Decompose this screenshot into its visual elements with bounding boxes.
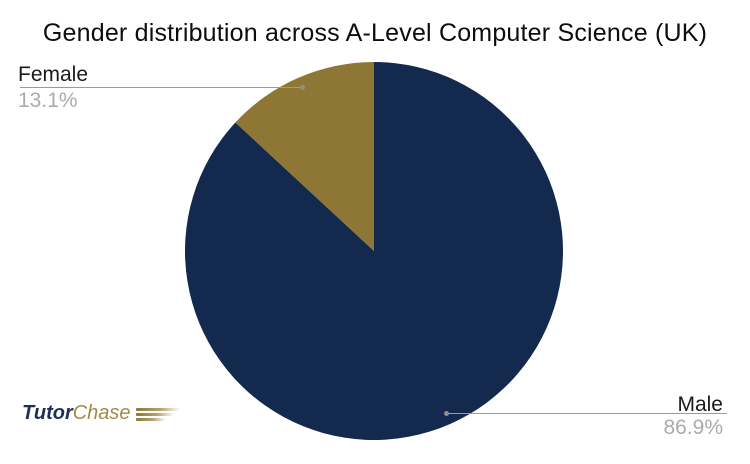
speed-lines-icon (135, 407, 180, 421)
leader-line-male (447, 413, 727, 414)
pie-slice-female[interactable] (235, 62, 374, 251)
leader-line-female (20, 87, 304, 88)
label-male: Male (677, 393, 723, 416)
pie-slice-male[interactable] (184, 62, 563, 440)
value-male: 86.9% (663, 416, 723, 439)
value-female: 13.1% (18, 89, 78, 112)
leader-dot-female (300, 85, 305, 90)
leader-dot-male (444, 411, 449, 416)
brand-logo-part1: Tutor (22, 402, 73, 424)
brand-logo-part2: Chase (72, 402, 131, 424)
brand-logo-text: TutorChase (22, 403, 131, 423)
chart-title: Gender distribution across A-Level Compu… (42, 19, 708, 47)
label-female: Female (18, 63, 89, 86)
brand-logo: TutorChase (22, 403, 180, 423)
